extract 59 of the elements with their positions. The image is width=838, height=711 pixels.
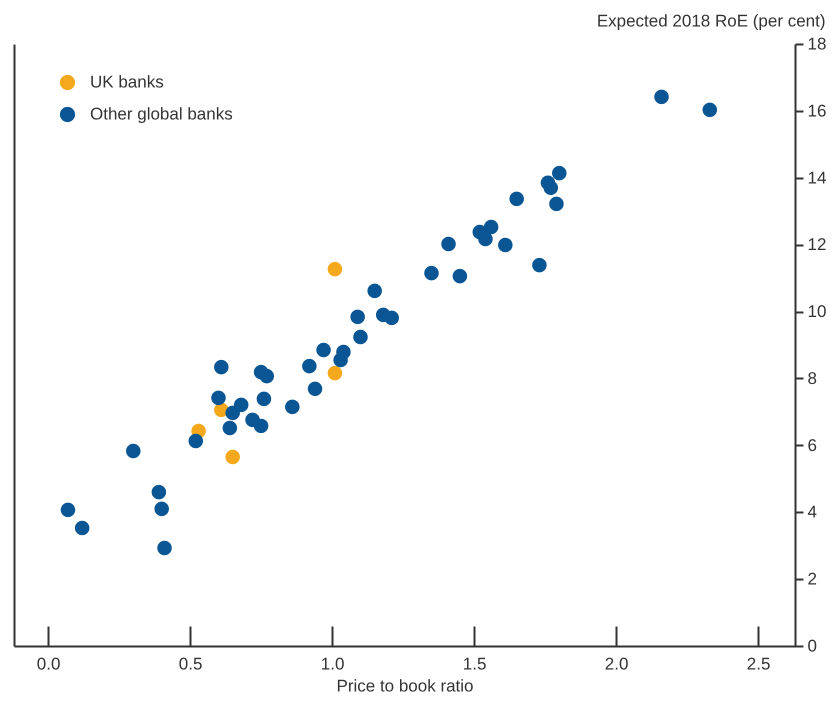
y-tick-label: 6 xyxy=(808,436,817,455)
point xyxy=(154,502,169,516)
y-axis-title: Expected 2018 RoE (per cent) xyxy=(596,12,826,30)
y-tick-label: 16 xyxy=(808,101,826,120)
point xyxy=(367,284,382,298)
point xyxy=(157,540,172,556)
point xyxy=(549,196,564,212)
y-tick-label: 0 xyxy=(808,636,817,656)
point xyxy=(254,418,268,434)
point xyxy=(256,392,272,406)
x-tick-label: 2.5 xyxy=(746,654,770,674)
y-tick-label: 4 xyxy=(808,502,817,522)
point xyxy=(552,166,567,180)
point xyxy=(333,352,348,368)
point xyxy=(478,232,493,246)
point xyxy=(544,180,558,196)
y-tick-label: 10 xyxy=(808,302,826,322)
point xyxy=(441,236,456,252)
point xyxy=(654,90,669,104)
point xyxy=(350,310,365,324)
y-tick-label: 14 xyxy=(808,168,826,188)
y-tick-label: 8 xyxy=(808,368,817,388)
x-tick-label: 1.5 xyxy=(462,654,486,674)
point xyxy=(484,220,498,234)
y-tick-label: 18 xyxy=(808,34,826,54)
x-axis-title: Price to book ratio xyxy=(336,676,474,696)
point xyxy=(316,342,331,358)
point xyxy=(353,330,368,344)
point xyxy=(532,258,547,272)
point xyxy=(234,398,248,412)
x-tick-label: 2.0 xyxy=(604,654,628,674)
point xyxy=(126,444,141,458)
point xyxy=(285,400,300,414)
point xyxy=(308,382,322,396)
point xyxy=(214,360,229,374)
y-tick-label: 12 xyxy=(808,235,826,254)
point xyxy=(328,366,342,380)
legend-label: UK banks xyxy=(90,72,164,92)
x-tick-label: 0.0 xyxy=(36,654,60,674)
point xyxy=(498,238,513,252)
point xyxy=(328,262,342,276)
point xyxy=(60,502,76,518)
point xyxy=(222,420,238,436)
point xyxy=(260,368,274,384)
point xyxy=(188,434,204,448)
legend-label: Other global banks xyxy=(90,104,233,124)
point xyxy=(509,192,524,206)
point xyxy=(74,520,90,536)
point xyxy=(152,484,166,500)
point xyxy=(702,102,718,118)
x-tick-label: 1.0 xyxy=(320,654,344,674)
point xyxy=(211,390,226,406)
point xyxy=(302,358,317,374)
point xyxy=(452,268,468,284)
point xyxy=(225,450,240,464)
x-tick-label: 0.5 xyxy=(178,654,202,674)
y-tick-label: 2 xyxy=(808,570,817,589)
point xyxy=(424,266,439,280)
point xyxy=(384,310,399,326)
